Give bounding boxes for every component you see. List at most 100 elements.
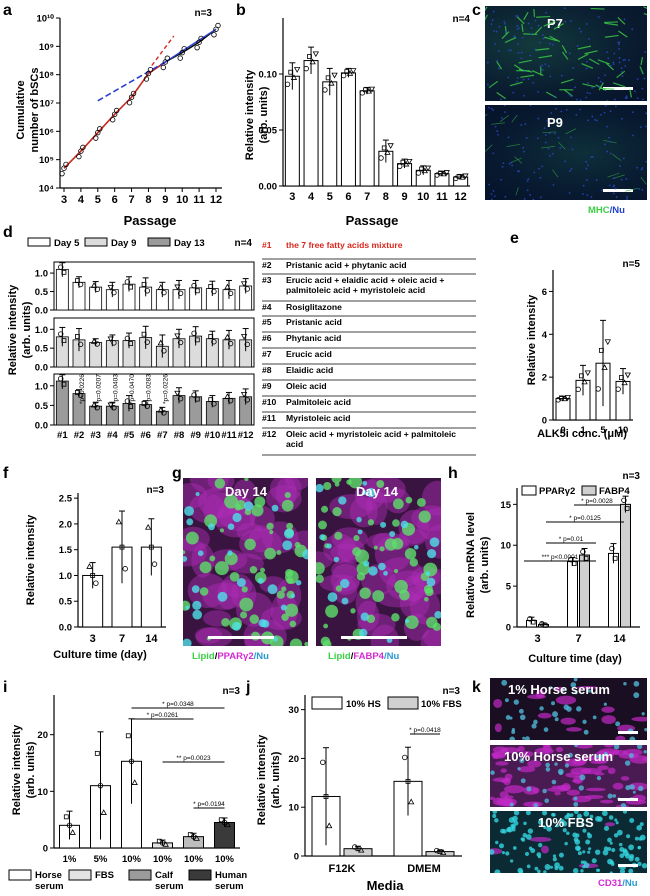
k-nucleus <box>508 817 515 824</box>
k-cd31-signal <box>597 765 609 771</box>
c-fiber <box>533 8 536 17</box>
d-point <box>61 338 67 344</box>
c-caption: MHC/Nu <box>588 205 625 216</box>
k-nucleus <box>569 813 574 817</box>
a-xtick-label: 5 <box>95 194 101 206</box>
k-nucleus <box>490 849 495 855</box>
c-nucleus <box>516 77 519 79</box>
c-nucleus <box>643 77 646 80</box>
c-nucleus <box>607 57 610 60</box>
b-xtick-label: 4 <box>308 191 315 203</box>
k-cd31-signal <box>599 799 614 804</box>
c-nucleus <box>614 105 617 108</box>
g-lipid-droplet <box>249 566 258 574</box>
b-point <box>424 165 432 172</box>
c-nucleus <box>498 50 500 52</box>
b-point <box>415 170 422 176</box>
k-nucleus <box>603 825 610 831</box>
k-nucleus <box>576 846 581 851</box>
c-nucleus <box>576 45 579 47</box>
k-nucleus <box>629 784 635 790</box>
j-point <box>323 794 329 799</box>
c-fiber <box>562 51 569 60</box>
g-cytoplasm <box>421 480 441 516</box>
c-fiber <box>588 58 600 65</box>
c-nucleus <box>536 137 539 140</box>
k-nucleus <box>566 831 570 836</box>
c-nucleus <box>586 60 588 63</box>
c-nucleus <box>496 130 499 132</box>
c-nucleus <box>504 111 506 113</box>
b-point <box>443 170 450 176</box>
d-point <box>111 340 117 346</box>
k-cd31-signal <box>494 723 502 733</box>
k-nucleus <box>617 829 623 836</box>
k-nucleus <box>536 852 542 857</box>
c-fiber <box>543 20 556 27</box>
g-lipid-droplet <box>379 546 385 552</box>
e-xtick-label: 5 <box>600 425 606 436</box>
k-cd31-signal <box>631 716 647 722</box>
g-lipid-droplet <box>286 522 294 530</box>
g-lipid-droplet <box>355 549 370 564</box>
b-point <box>419 166 425 172</box>
b-point <box>346 70 354 76</box>
scale-bar <box>341 636 407 639</box>
f-point <box>115 518 122 525</box>
k-nucleus <box>628 844 635 851</box>
k-nucleus <box>523 821 527 826</box>
c-nucleus <box>532 198 535 200</box>
a-point <box>109 117 116 123</box>
g-label-day-left: Day 14 <box>225 484 267 499</box>
g-lipid-droplet <box>266 522 274 530</box>
f-point <box>144 523 152 530</box>
k-nucleus <box>603 702 607 706</box>
c-nucleus <box>569 170 571 172</box>
c-fiber <box>514 64 524 72</box>
g-lipid-droplet <box>281 499 294 512</box>
c-nucleus <box>644 125 647 128</box>
g-nucleus <box>232 512 242 523</box>
k-nucleus <box>494 869 501 873</box>
k-cd31-signal <box>576 685 598 690</box>
i-legend-label: serum <box>35 881 64 892</box>
g-nucleus <box>183 638 192 646</box>
c-nucleus <box>644 51 647 54</box>
k-nucleus <box>543 727 549 732</box>
f-point <box>90 573 96 578</box>
k-nucleus <box>504 698 509 703</box>
d-point <box>244 397 250 403</box>
g-lipid-droplet <box>294 541 301 548</box>
c-fiber <box>590 7 605 10</box>
d-point <box>211 401 217 407</box>
g-nucleus <box>319 534 326 541</box>
k-nucleus <box>628 856 634 862</box>
g-lipid-droplet <box>209 555 216 562</box>
k-nucleus <box>609 860 614 865</box>
scale-bar <box>603 189 633 192</box>
d-pvalue: *p=0.0226 <box>79 374 86 404</box>
i-point <box>131 779 138 785</box>
f-xlabel: Culture time (day) <box>53 649 147 661</box>
g-nucleus <box>316 483 324 493</box>
g-lipid-droplet <box>221 617 230 627</box>
j-ytick-label: 0 <box>294 852 299 863</box>
c-nucleus <box>500 98 502 101</box>
e-point <box>624 372 631 379</box>
c-nucleus <box>534 19 537 22</box>
c-fiber <box>506 143 521 147</box>
k-nucleus <box>580 869 584 873</box>
d-point <box>191 282 197 289</box>
j-ylabel-1: Relative intensity <box>256 734 268 825</box>
b-xtick-label: 12 <box>455 191 467 203</box>
i-pvalue: ** p=0.0023 <box>176 755 211 762</box>
d-point <box>194 396 200 402</box>
a-point <box>113 107 120 114</box>
b-point <box>309 58 316 65</box>
c-label-p7: P7 <box>547 16 563 31</box>
g-lipid-droplet <box>392 498 404 510</box>
k-nucleus <box>576 706 582 712</box>
h-bar <box>620 503 631 628</box>
c-nucleus <box>585 67 588 70</box>
k-nucleus <box>512 846 517 850</box>
